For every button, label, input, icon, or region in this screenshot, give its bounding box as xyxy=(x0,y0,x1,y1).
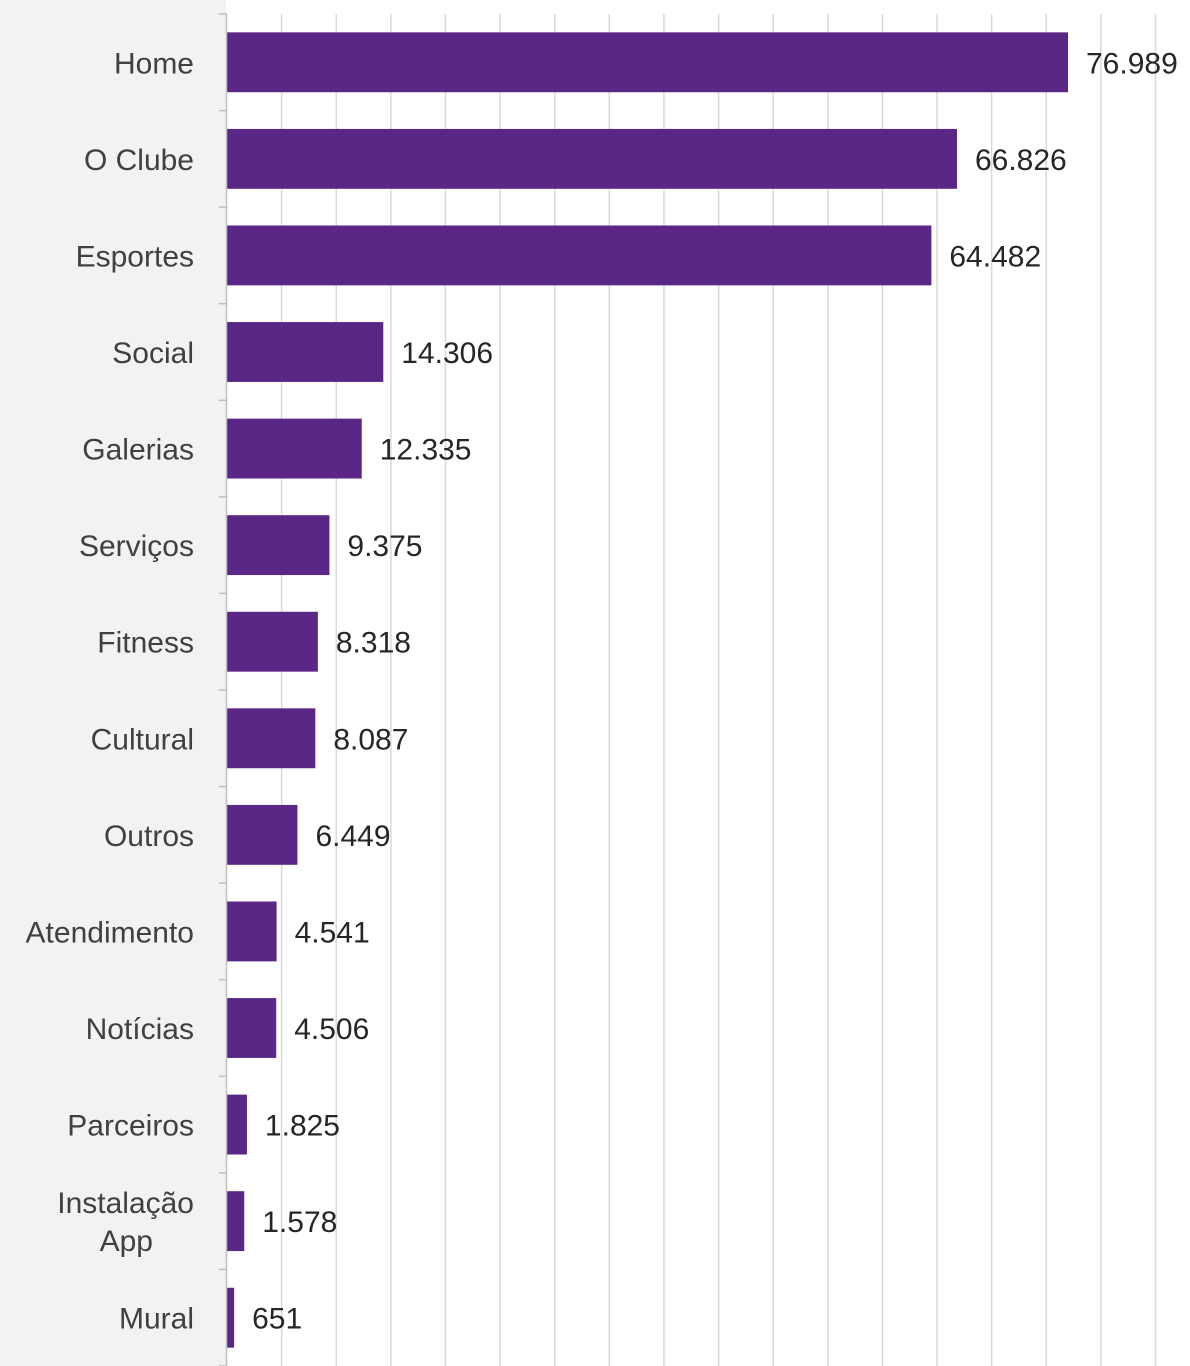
value-label: 1.825 xyxy=(265,1110,340,1143)
value-label: 12.335 xyxy=(380,434,472,467)
category-label: Notícias xyxy=(86,1013,194,1046)
category-label: Atendimento xyxy=(26,916,194,949)
label-panel-background xyxy=(0,0,226,1366)
category-label: Instalação App xyxy=(57,1187,194,1258)
category-label: Serviços xyxy=(79,530,194,563)
category-label: Home xyxy=(114,47,194,80)
value-labels: 76.989 66.826 64.482 14.306 12.335 9.375 8.318… xyxy=(252,47,1178,1335)
value-label: 64.482 xyxy=(949,240,1041,273)
plot-background xyxy=(226,14,1190,1366)
bar xyxy=(227,998,277,1058)
value-label: 1.578 xyxy=(262,1206,337,1239)
category-label-line: App xyxy=(100,1225,153,1258)
value-label: 66.826 xyxy=(975,144,1067,177)
category-axis xyxy=(219,13,228,1366)
value-label: 14.306 xyxy=(401,337,493,370)
bar xyxy=(227,804,298,865)
bar xyxy=(227,1094,247,1155)
value-label: 8.318 xyxy=(336,627,411,660)
bar xyxy=(227,32,1068,93)
category-label: Esportes xyxy=(76,240,194,273)
bar xyxy=(227,611,318,672)
value-label: 651 xyxy=(252,1303,302,1336)
bar xyxy=(227,515,330,576)
category-label-line: Instalação xyxy=(57,1187,194,1220)
value-label: 9.375 xyxy=(347,530,422,563)
bar xyxy=(227,225,932,286)
category-label: Social xyxy=(112,337,194,370)
bar xyxy=(227,1287,235,1348)
bar xyxy=(227,418,362,479)
value-label: 6.449 xyxy=(315,820,390,853)
category-label: Parceiros xyxy=(67,1110,194,1143)
bar xyxy=(227,1191,245,1252)
category-label: O Clube xyxy=(84,144,194,177)
category-label: Cultural xyxy=(91,723,194,756)
value-label: 4.506 xyxy=(294,1013,369,1046)
value-label: 4.541 xyxy=(295,916,370,949)
category-label: Outros xyxy=(104,820,194,853)
bars xyxy=(227,32,1068,1348)
category-labels: Home O Clube Esportes Social Galerias Serviço… xyxy=(26,47,194,1335)
category-label: Fitness xyxy=(97,627,194,660)
bar xyxy=(227,708,316,769)
bar xyxy=(227,901,277,962)
category-label: Galerias xyxy=(82,434,194,467)
category-label: Mural xyxy=(119,1303,194,1336)
bar xyxy=(227,322,384,382)
value-label: 76.989 xyxy=(1086,47,1178,80)
value-label: 8.087 xyxy=(333,723,408,756)
bar xyxy=(227,128,957,189)
